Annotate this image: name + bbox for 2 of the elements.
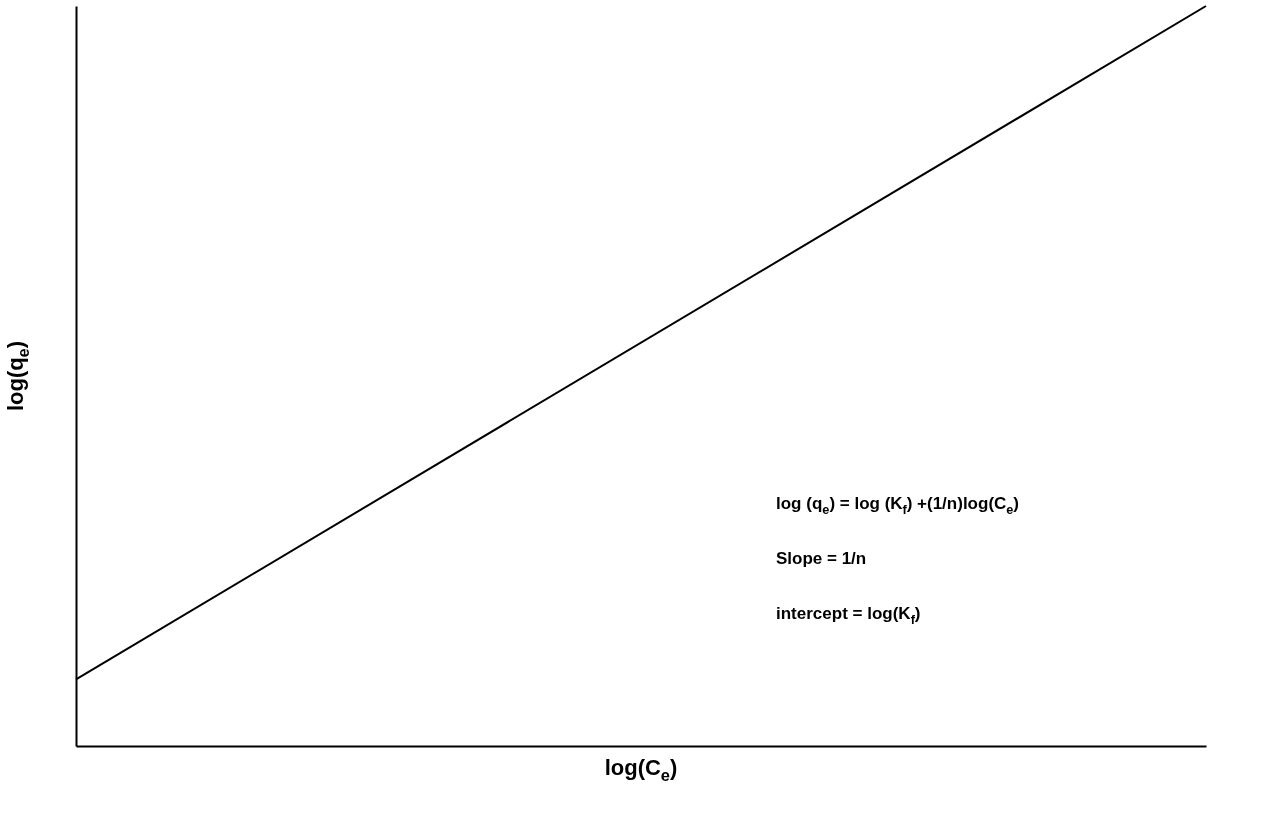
y-axis-title: log(qe) <box>3 340 32 412</box>
annotation: Slope = 1/n <box>776 549 867 568</box>
